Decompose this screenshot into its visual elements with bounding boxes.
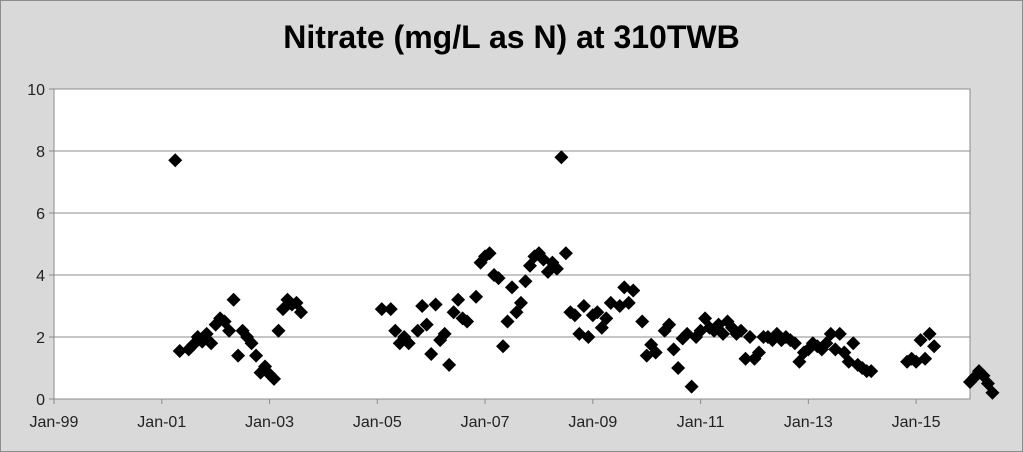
y-tick-label: 0 bbox=[36, 392, 45, 409]
data-point bbox=[922, 326, 937, 341]
x-tick-label: Jan-05 bbox=[353, 414, 402, 431]
x-tick-label: Jan-11 bbox=[677, 414, 725, 431]
x-tick-label: Jan-99 bbox=[30, 414, 79, 431]
data-point bbox=[648, 345, 663, 360]
chart-title: Nitrate (mg/L as N) at 310TWB bbox=[283, 19, 740, 55]
data-point bbox=[293, 305, 308, 320]
x-tick-label: Jan-01 bbox=[137, 414, 186, 431]
x-tick-label: Jan-03 bbox=[245, 414, 294, 431]
data-point bbox=[599, 311, 614, 326]
data-point bbox=[684, 379, 699, 394]
data-point bbox=[500, 314, 515, 329]
data-point bbox=[505, 280, 519, 295]
data-point bbox=[518, 274, 533, 289]
data-point bbox=[437, 326, 452, 341]
data-point bbox=[267, 371, 282, 386]
data-point bbox=[415, 299, 430, 313]
data-point bbox=[419, 317, 434, 332]
data-point bbox=[383, 302, 398, 317]
data-point bbox=[787, 336, 802, 351]
data-point bbox=[738, 351, 753, 366]
data-point bbox=[554, 150, 569, 165]
x-tick-label: Jan-09 bbox=[568, 414, 617, 431]
data-point bbox=[226, 292, 241, 307]
data-point bbox=[832, 326, 847, 341]
data-point bbox=[271, 323, 286, 338]
data-point bbox=[662, 317, 677, 332]
data-point bbox=[549, 261, 564, 276]
data-point bbox=[168, 153, 183, 168]
data-point bbox=[864, 364, 879, 379]
y-tick-label: 6 bbox=[36, 206, 45, 223]
y-tick-label: 10 bbox=[27, 82, 45, 99]
data-point bbox=[491, 271, 506, 286]
data-point bbox=[635, 314, 650, 329]
data-point bbox=[513, 295, 528, 310]
x-tick-label: Jan-07 bbox=[461, 414, 510, 431]
data-point bbox=[496, 339, 511, 354]
data-point bbox=[231, 348, 246, 363]
data-point bbox=[621, 295, 636, 310]
data-point bbox=[626, 283, 641, 298]
data-point bbox=[985, 385, 1000, 400]
data-point bbox=[442, 357, 457, 372]
data-point bbox=[451, 292, 466, 307]
data-point bbox=[172, 343, 187, 358]
data-point bbox=[249, 348, 264, 363]
data-point bbox=[823, 326, 838, 341]
data-point bbox=[222, 323, 237, 338]
data-point bbox=[469, 289, 484, 304]
data-point bbox=[204, 336, 219, 351]
y-tick-label: 2 bbox=[36, 330, 45, 347]
data-point bbox=[244, 336, 259, 351]
data-point bbox=[666, 342, 681, 357]
data-point bbox=[410, 323, 425, 338]
data-point bbox=[374, 302, 389, 317]
data-point bbox=[581, 330, 596, 344]
data-point bbox=[716, 326, 731, 341]
data-point bbox=[401, 336, 416, 351]
data-point bbox=[576, 299, 591, 313]
data-point bbox=[742, 330, 757, 344]
data-point bbox=[482, 246, 497, 261]
data-point bbox=[460, 314, 475, 329]
x-tick-label: Jan-15 bbox=[892, 414, 941, 431]
data-point bbox=[918, 351, 933, 366]
data-point bbox=[927, 339, 942, 354]
data-point bbox=[751, 345, 766, 360]
data-point bbox=[846, 336, 861, 351]
x-tick-label: Jan-13 bbox=[784, 414, 833, 431]
data-point bbox=[567, 308, 582, 323]
data-point bbox=[734, 323, 748, 338]
data-point bbox=[913, 333, 928, 348]
y-tick-label: 8 bbox=[36, 144, 45, 161]
y-tick-label: 4 bbox=[36, 268, 45, 285]
data-point bbox=[428, 297, 443, 312]
data-point bbox=[424, 347, 439, 362]
data-point bbox=[446, 305, 461, 320]
data-point bbox=[558, 246, 573, 261]
data-point bbox=[590, 305, 605, 320]
data-point bbox=[671, 361, 686, 375]
data-point bbox=[388, 323, 403, 338]
